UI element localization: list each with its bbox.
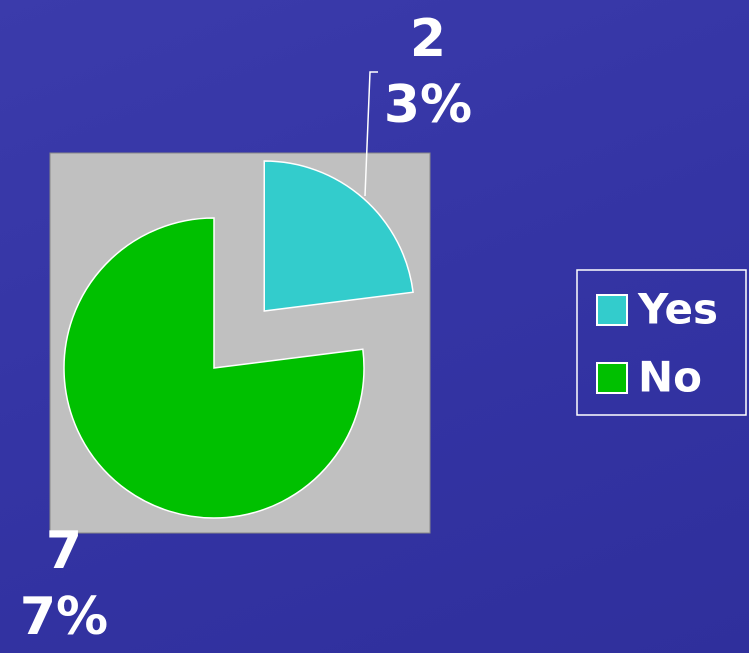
data-label: 77% (19, 521, 109, 647)
legend-swatch (596, 294, 628, 326)
pie-slice (63, 217, 365, 519)
legend-label: No (638, 353, 702, 402)
leader-line (364, 71, 378, 197)
data-label: 23% (383, 9, 473, 135)
legend-label: Yes (637, 285, 718, 334)
legend-box (576, 269, 747, 416)
pie-slice (263, 160, 414, 312)
legend-swatch (596, 362, 628, 394)
